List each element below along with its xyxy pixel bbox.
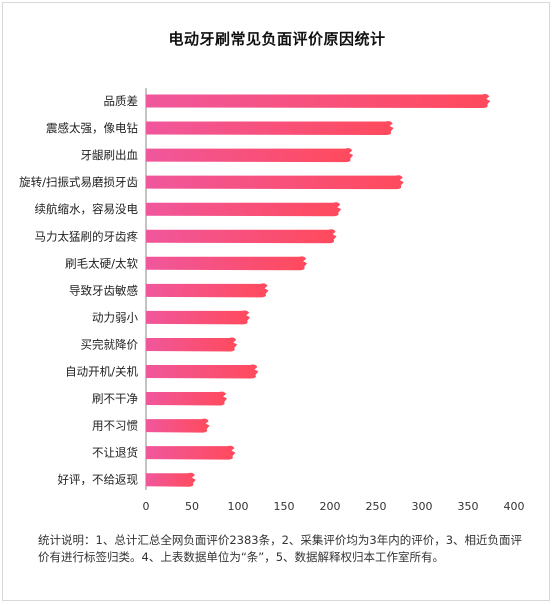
bar (146, 121, 394, 136)
x-tick-label: 200 (320, 500, 341, 513)
category-label: 牙龈刷出血 (81, 148, 139, 162)
category-label: 自动开机/关机 (65, 365, 138, 379)
category-label: 导致牙齿敏感 (69, 283, 138, 297)
chart-title: 电动牙刷常见负面评价原因统计 (168, 30, 386, 48)
x-tick-label: 50 (185, 500, 199, 513)
x-tick-label: 350 (458, 500, 479, 513)
category-label: 用不习惯 (92, 419, 138, 433)
category-label: 刷毛太硬/太软 (65, 256, 138, 270)
category-label: 续航缩水，容易没电 (35, 202, 139, 216)
bar (146, 229, 337, 244)
bar (146, 175, 404, 190)
x-tick-label: 0 (143, 500, 150, 513)
x-tick-label: 400 (504, 500, 525, 513)
statistics-note: 统计说明：1、总计汇总全网负面评价2383条，2、采集评价均为3年内的评价，3、… (38, 533, 523, 564)
bar (146, 283, 269, 298)
category-label: 刷不干净 (92, 392, 138, 406)
bar (146, 472, 196, 487)
bar (146, 202, 342, 217)
x-tick-label: 300 (412, 500, 433, 513)
bar (146, 256, 308, 271)
x-tick-labels: 0 50 100 150 200 250 300 350 400 (143, 500, 525, 513)
x-tick-label: 250 (366, 500, 387, 513)
category-label: 震感太强，像电钻 (46, 121, 138, 135)
category-label: 买完就降价 (81, 337, 139, 351)
bar (146, 445, 236, 460)
category-labels: 品质差震感太强，像电钻牙龈刷出血旋转/扫振式易磨损牙齿续航缩水，容易没电马力太猛… (19, 94, 138, 487)
bar (146, 391, 228, 406)
bar (146, 337, 238, 352)
bar (146, 148, 354, 163)
category-label: 不让退货 (92, 446, 138, 460)
category-label: 动力弱小 (92, 310, 138, 324)
category-label: 旋转/扫振式易磨损牙齿 (19, 175, 138, 189)
x-tick-label: 100 (228, 500, 249, 513)
category-label: 品质差 (104, 94, 139, 108)
bar (146, 310, 251, 325)
bars-group (146, 94, 491, 487)
bar (146, 364, 259, 379)
bar (146, 418, 210, 433)
category-label: 马力太猛刷的牙齿疼 (35, 229, 139, 243)
bar (146, 94, 491, 108)
category-label: 好评，不给返现 (58, 473, 139, 487)
x-tick-label: 150 (274, 500, 295, 513)
